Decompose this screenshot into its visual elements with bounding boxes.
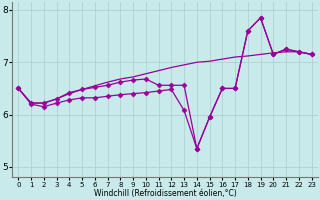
X-axis label: Windchill (Refroidissement éolien,°C): Windchill (Refroidissement éolien,°C) — [93, 189, 236, 198]
